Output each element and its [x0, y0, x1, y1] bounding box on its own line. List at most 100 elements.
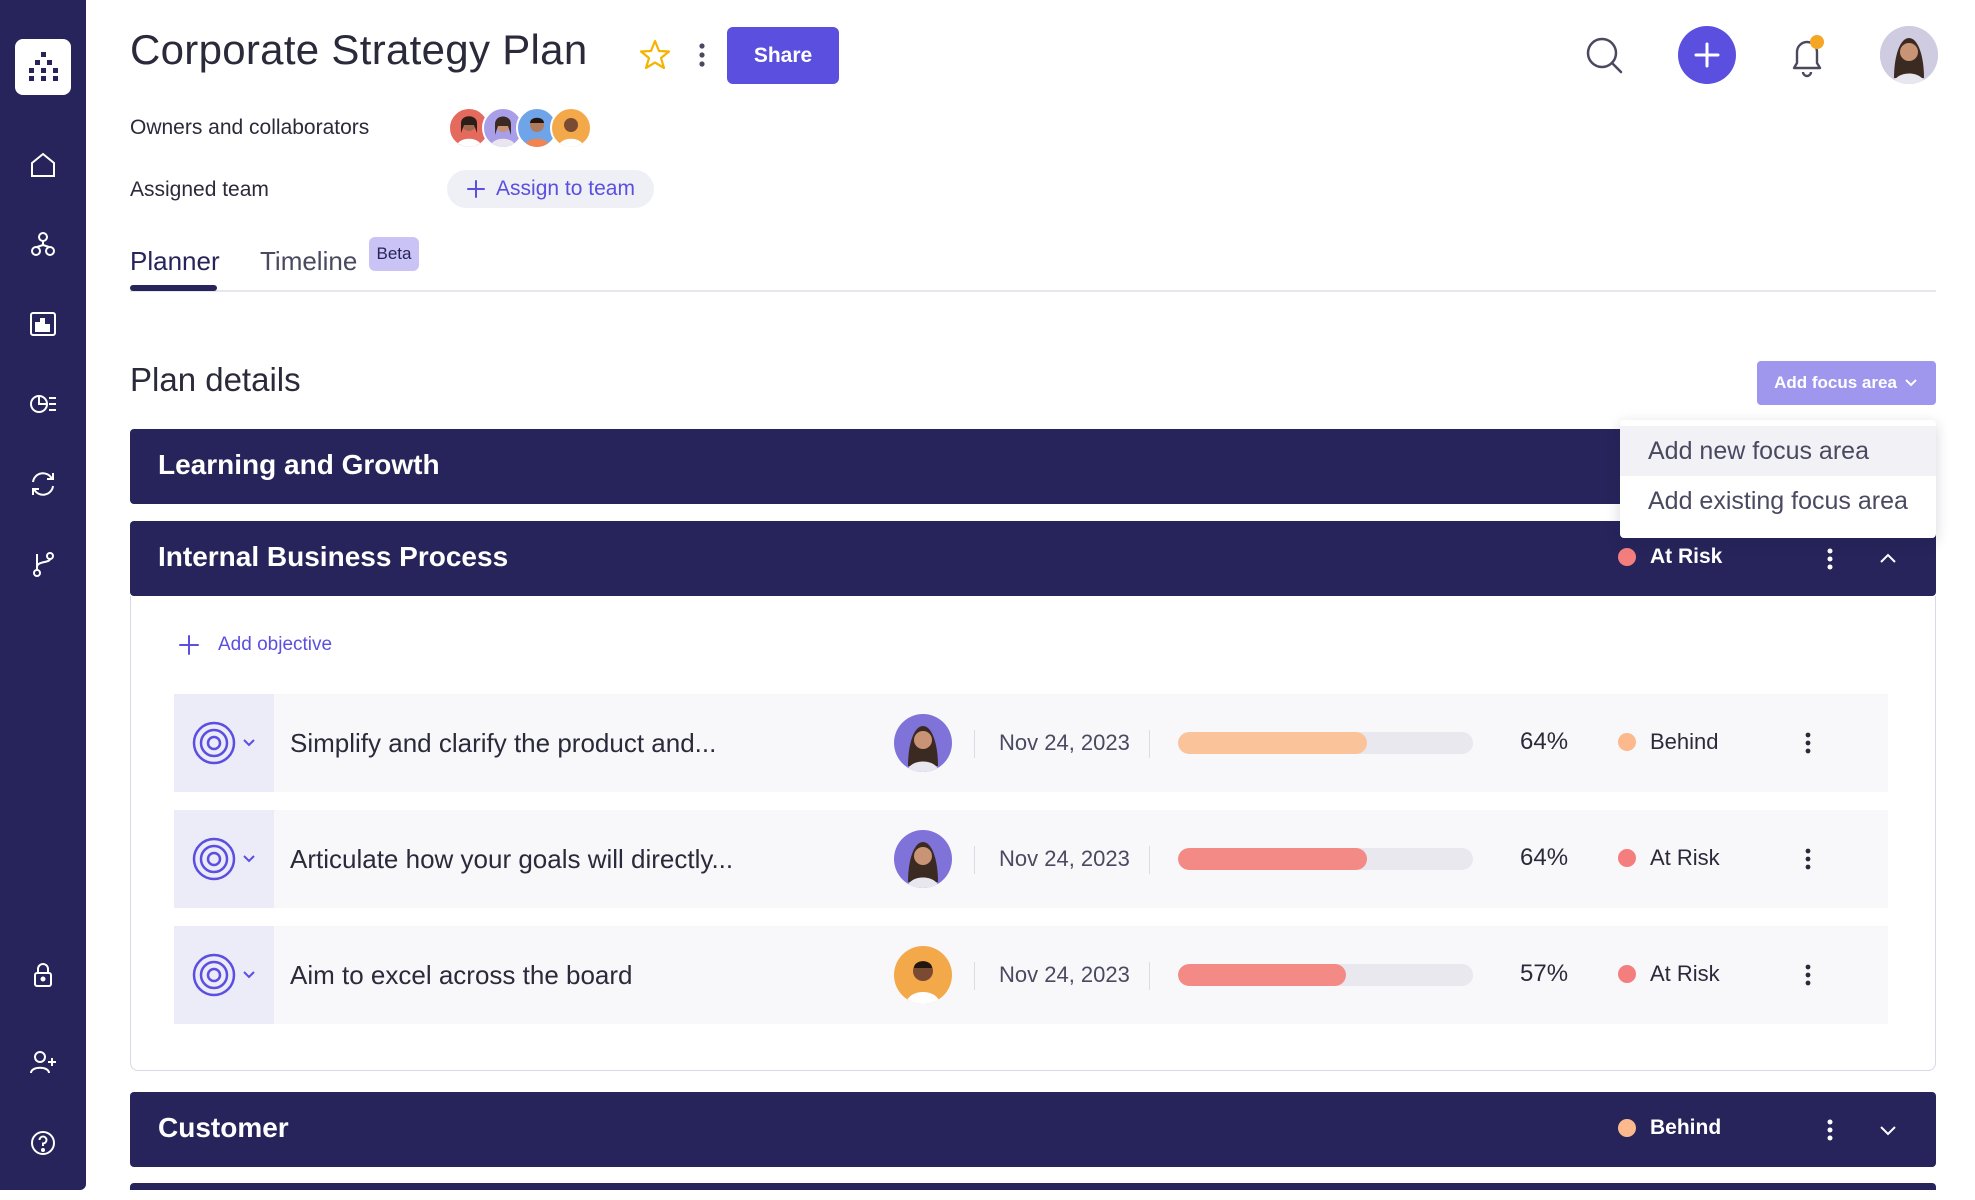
reports-icon[interactable] — [23, 384, 63, 424]
more-options-icon[interactable] — [1820, 543, 1840, 575]
notification-bell-icon[interactable] — [1786, 32, 1830, 80]
add-focus-area-button[interactable]: Add focus area — [1757, 361, 1936, 405]
add-focus-area-label: Add focus area — [1774, 373, 1897, 392]
plan-details-title: Plan details — [130, 361, 301, 398]
favorite-star-icon[interactable] — [638, 38, 672, 72]
beta-badge: Beta — [369, 237, 419, 271]
objective-type-toggle[interactable] — [174, 810, 274, 908]
focus-area-title: Learning and Growth — [158, 449, 440, 480]
chevron-down-icon — [243, 855, 255, 863]
progress-bar — [1178, 848, 1473, 870]
avatar[interactable] — [448, 107, 490, 149]
assigned-team-label: Assigned team — [130, 178, 269, 201]
hierarchy-icon[interactable] — [23, 224, 63, 264]
status-dot — [1618, 548, 1636, 566]
objective-title[interactable]: Simplify and clarify the product and... — [290, 728, 717, 758]
objective-row[interactable]: Aim to excel across the board Nov 24, 20… — [174, 926, 1888, 1024]
avatar[interactable] — [894, 946, 952, 1004]
collaborator-avatars[interactable] — [448, 107, 592, 149]
divider — [1149, 730, 1150, 758]
tabs-divider — [130, 290, 1936, 292]
status-badge: Behind — [1618, 1116, 1721, 1140]
due-date: Nov 24, 2023 — [999, 730, 1130, 755]
chevron-down-icon — [243, 739, 255, 747]
status-dot — [1618, 1119, 1636, 1137]
more-options-icon[interactable] — [692, 38, 712, 72]
help-icon[interactable] — [23, 1123, 63, 1163]
divider — [1149, 846, 1150, 874]
objective-title[interactable]: Aim to excel across the board — [290, 960, 633, 990]
share-button[interactable]: Share — [727, 27, 839, 84]
progress-percent: 64% — [1520, 844, 1569, 871]
create-button[interactable] — [1678, 26, 1736, 84]
more-options-icon[interactable] — [1800, 727, 1816, 759]
add-objective-label: Add objective — [218, 634, 333, 655]
divider — [974, 846, 975, 874]
status-label: At Risk — [1650, 961, 1720, 986]
tab-planner[interactable]: Planner — [130, 246, 220, 276]
focus-area-customer[interactable]: Customer Behind — [130, 1092, 1936, 1167]
owners-label: Owners and collaborators — [130, 116, 370, 139]
lock-icon[interactable] — [23, 955, 63, 995]
focus-area-next-partial — [130, 1183, 1936, 1190]
chevron-down-icon — [243, 971, 255, 979]
app-logo[interactable] — [15, 39, 71, 95]
plus-icon — [1694, 42, 1720, 68]
status-label: At Risk — [1650, 845, 1720, 870]
chevron-up-icon[interactable] — [1875, 546, 1901, 572]
more-options-icon[interactable] — [1800, 843, 1816, 875]
more-options-icon[interactable] — [1820, 1114, 1840, 1146]
due-date: Nov 24, 2023 — [999, 962, 1130, 987]
divider — [1149, 962, 1150, 990]
divider — [974, 962, 975, 990]
sidebar — [0, 0, 86, 1190]
home-icon[interactable] — [23, 145, 63, 185]
status-dot — [1618, 733, 1636, 751]
divider — [974, 730, 975, 758]
notification-dot — [1810, 35, 1824, 49]
logo-icon — [29, 52, 58, 81]
assign-to-team-label: Assign to team — [496, 177, 635, 200]
status-badge: At Risk — [1618, 961, 1720, 987]
target-icon — [192, 837, 236, 881]
analytics-icon[interactable] — [23, 304, 63, 344]
progress-percent: 64% — [1520, 728, 1569, 755]
target-icon — [192, 721, 236, 765]
avatar[interactable] — [550, 107, 592, 149]
sync-icon[interactable] — [23, 464, 63, 504]
more-options-icon[interactable] — [1800, 959, 1816, 991]
avatar[interactable] — [894, 830, 952, 888]
objective-row[interactable]: Simplify and clarify the product and... … — [174, 694, 1888, 792]
status-label: At Risk — [1650, 545, 1723, 568]
tab-timeline[interactable]: Timeline — [260, 246, 358, 276]
assign-to-team-button[interactable]: Assign to team — [447, 170, 654, 208]
chevron-down-icon[interactable] — [1875, 1117, 1901, 1143]
objective-title[interactable]: Articulate how your goals will directly.… — [290, 844, 734, 874]
add-objective-button[interactable]: Add objective — [178, 634, 332, 656]
status-label: Behind — [1650, 1116, 1722, 1139]
status-badge: Behind — [1618, 729, 1719, 755]
progress-bar — [1178, 732, 1473, 754]
menu-item-add-new-focus-area[interactable]: Add new focus area — [1620, 426, 1936, 476]
progress-fill — [1178, 964, 1347, 986]
objective-row[interactable]: Articulate how your goals will directly.… — [174, 810, 1888, 908]
add-user-icon[interactable] — [23, 1042, 63, 1082]
branch-icon[interactable] — [23, 544, 63, 584]
menu-item-add-existing-focus-area[interactable]: Add existing focus area — [1648, 486, 1908, 515]
target-icon — [192, 953, 236, 997]
status-dot — [1618, 965, 1636, 983]
plus-icon — [179, 635, 199, 655]
avatar[interactable] — [894, 714, 952, 772]
objective-type-toggle[interactable] — [174, 926, 274, 1024]
search-icon[interactable] — [1583, 34, 1625, 76]
add-focus-area-menu: Add new focus area Add existing focus ar… — [1620, 420, 1936, 538]
status-dot — [1618, 849, 1636, 867]
chevron-down-icon — [1905, 379, 1917, 387]
progress-bar — [1178, 964, 1473, 986]
plus-icon — [467, 180, 486, 198]
status-label: Behind — [1650, 729, 1719, 754]
user-avatar[interactable] — [1880, 26, 1938, 84]
objective-type-toggle[interactable] — [174, 694, 274, 792]
progress-fill — [1178, 848, 1367, 870]
progress-percent: 57% — [1520, 960, 1569, 987]
